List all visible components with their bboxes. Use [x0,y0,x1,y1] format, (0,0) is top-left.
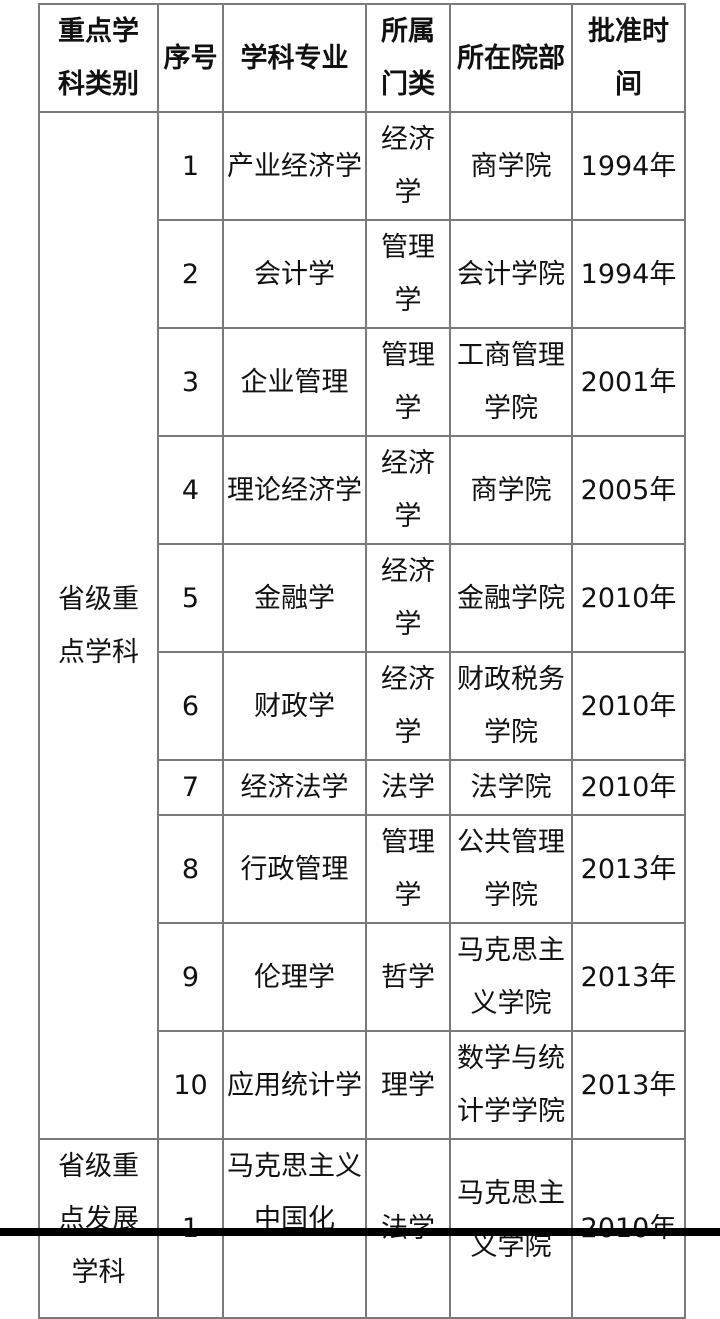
bottom-bar [0,1228,720,1236]
approval-time-cell: 2010年 [571,651,686,761]
discipline-cell: 伦理学 [222,922,367,1032]
row-index-cell: 10 [157,1030,224,1140]
row-index-cell: 7 [157,759,224,816]
row-index-cell: 8 [157,814,224,924]
row-index-cell: 5 [157,543,224,653]
school-cell: 数学与统计学学院 [449,1030,573,1140]
approval-time-cell: 2005年 [571,435,686,545]
discipline-cell: 财政学 [222,651,367,761]
school-cell: 公共管理学院 [449,814,573,924]
table-row: 2 会计学 管理学 会计学院 1994年 [39,219,686,329]
table-row: 5 金融学 经济学 金融学院 2010年 [39,543,686,653]
table-row: 6 财政学 经济学 财政税务学院 2010年 [39,651,686,761]
header-row: 重点学科类别 序号 学科专业 所属门类 所在院部 批准时间 [38,3,686,113]
approval-time-cell: 2013年 [571,1030,686,1140]
category-cell: 省级重点学科 [38,111,159,1140]
header-school: 所在院部 [449,3,573,113]
discipline-cell: 行政管理 [222,814,367,924]
approval-time-cell: 2001年 [571,327,686,437]
approval-time-cell: 2013年 [571,922,686,1032]
approval-time-cell: 2013年 [571,814,686,924]
header-discipline: 学科专业 [222,3,367,113]
approval-time-cell: 1994年 [571,219,686,329]
row-index-cell: 1 [157,111,224,221]
discipline-cell: 理论经济学 [222,435,367,545]
header-field: 所属门类 [365,3,451,113]
school-cell: 工商管理学院 [449,327,573,437]
row-index-cell: 3 [157,327,224,437]
field-cell: 管理学 [365,814,451,924]
school-cell: 财政税务学院 [449,651,573,761]
school-cell: 金融学院 [449,543,573,653]
discipline-cell: 产业经济学 [222,111,367,221]
table-row: 4 理论经济学 经济学 商学院 2005年 [39,435,686,545]
school-cell: 法学院 [449,759,573,816]
school-cell: 会计学院 [449,219,573,329]
field-cell: 哲学 [365,922,451,1032]
approval-time-cell: 1994年 [571,111,686,221]
field-cell: 法学 [365,759,451,816]
header-category: 重点学科类别 [38,3,159,113]
school-cell: 马克思主义学院 [449,922,573,1032]
discipline-cell: 企业管理 [222,327,367,437]
table-row: 3 企业管理 管理学 工商管理学院 2001年 [39,327,686,437]
approval-time-cell: 2010年 [571,759,686,816]
table-row: 省级重点学科 1 产业经济学 经济学 商学院 1994年 [38,111,686,1140]
discipline-cell: 金融学 [222,543,367,653]
field-cell: 经济学 [365,543,451,653]
row-index-cell: 9 [157,922,224,1032]
key-disciplines-table: 重点学科类别 序号 学科专业 所属门类 所在院部 批准时间 省级重点学科 1 产业经… [38,3,686,1319]
field-cell: 经济学 [365,651,451,761]
school-cell: 商学院 [449,435,573,545]
field-cell: 管理学 [365,327,451,437]
header-index: 序号 [157,3,224,113]
field-cell: 理学 [365,1030,451,1140]
row-index-cell: 4 [157,435,224,545]
row-index-cell: 2 [157,219,224,329]
field-cell: 经济学 [365,435,451,545]
table-row: 7 经济法学 法学 法学院 2010年 [39,759,686,816]
header-approval-time: 批准时间 [571,3,686,113]
field-cell: 经济学 [365,111,451,221]
discipline-cell: 经济法学 [222,759,367,816]
table-row: 9 伦理学 哲学 马克思主义学院 2013年 [39,922,686,1032]
discipline-cell: 应用统计学 [222,1030,367,1140]
row-index-cell: 6 [157,651,224,761]
field-cell: 管理学 [365,219,451,329]
table-row: 8 行政管理 管理学 公共管理学院 2013年 [39,814,686,924]
discipline-cell: 会计学 [222,219,367,329]
approval-time-cell: 2010年 [571,543,686,653]
school-cell: 商学院 [449,111,573,221]
table-row: 10 应用统计学 理学 数学与统计学学院 2013年 [39,1030,686,1140]
